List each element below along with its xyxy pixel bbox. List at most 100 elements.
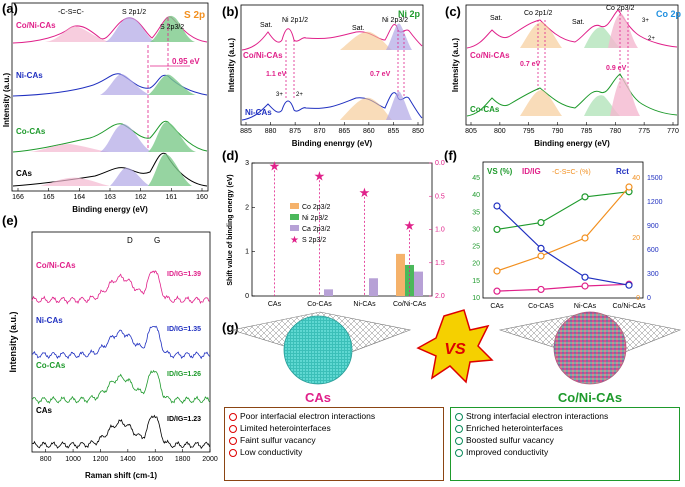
panel-c-xticks: 805 800 795 790 785 780 775 770 xyxy=(465,122,679,135)
f-category-label: Co-CAS xyxy=(528,303,554,310)
f-point xyxy=(625,281,633,289)
sample-b-nicas: Ni-CAs xyxy=(245,108,272,117)
f-y1tick-label: 30 xyxy=(472,226,480,233)
e-spectrum-line xyxy=(31,414,210,450)
e-spectrum-line xyxy=(31,325,210,360)
panel-d-plot: 0 1 2 3 0.0 0.5 1.0 1.5 2.0 CAs ★ Co-CAs ★ Ni-CAs ★ Co/… xyxy=(245,158,445,308)
peak-label-c-2plus: 2+ xyxy=(648,36,655,42)
trace-c-conicas xyxy=(466,9,678,49)
b-x-tick-label: 850 xyxy=(412,128,424,135)
panel-b-frame xyxy=(240,4,424,126)
d-star-marker: ★ xyxy=(269,158,281,173)
f-y1tick-label: 20 xyxy=(472,261,480,268)
legend-d-s: S 2p3/2 xyxy=(302,237,326,244)
conicas-point-text: Improved conductivity xyxy=(466,447,549,457)
fit-c-cocas-3 xyxy=(610,77,640,116)
panel-c: (c) Co 2p Intensity (a.u.) Binding energ… xyxy=(445,4,682,148)
cas-point: Limited heterointerfaces xyxy=(229,422,439,434)
d-ytick-label: 0 xyxy=(245,293,249,300)
legend-f-idig: ID/IG xyxy=(522,167,541,176)
a-x-tick-label: 166 xyxy=(12,194,24,201)
cas-point-text: Limited heterointerfaces xyxy=(240,423,331,433)
panel-c-ylabel: Intensity (a.u.) xyxy=(451,38,460,93)
panel-c-xlabel: Binding energy (eV) xyxy=(534,139,610,148)
panel-d-ylabel: Shift value of binding energy (eV) xyxy=(227,174,234,285)
d-y2tick-label: 2.0 xyxy=(435,293,445,300)
peak-label-b-sat2: Sat. xyxy=(352,25,365,32)
shift-label-c-right: 0.9 eV xyxy=(606,65,627,72)
c-x-tick-label: 785 xyxy=(581,128,593,135)
panel-e-ylabel: Intensity (a.u.) xyxy=(8,311,18,372)
d-ytick-label: 2 xyxy=(245,204,249,211)
f-point xyxy=(625,183,633,191)
e-spectrum-line xyxy=(31,270,210,305)
panel-e-xlabel: Raman shift (cm-1) xyxy=(85,471,157,480)
c-x-tick-label: 800 xyxy=(494,128,506,135)
c-x-tick-label: 770 xyxy=(667,128,679,135)
a-x-tick-label: 161 xyxy=(165,194,177,201)
trace-b-nicas xyxy=(241,92,423,121)
sad-face-icon xyxy=(229,412,237,421)
fit-a-cas-3 xyxy=(148,153,192,186)
b-x-tick-label: 875 xyxy=(289,128,301,135)
peak-label-c-sat1: Sat. xyxy=(490,15,503,22)
fit-a-cocas-3 xyxy=(148,121,196,152)
panel-b-xticks: 885 880 875 870 865 860 855 850 xyxy=(240,122,424,135)
panel-b-ylabel: Intensity (a.u.) xyxy=(227,38,236,93)
fit-a-nicas-2 xyxy=(148,74,196,95)
conicas-point: Strong interfacial electron interactions xyxy=(455,410,675,422)
smile-face-icon xyxy=(455,448,463,457)
fit-c-cocas-1 xyxy=(520,90,562,116)
sample-b-conicas: Co/Ni-CAs xyxy=(243,51,283,60)
f-point xyxy=(581,234,589,242)
cas-point: Poor interfacial electron interactions xyxy=(229,410,439,422)
conicas-point: Enriched heterointerfaces xyxy=(455,422,675,434)
legend-d-star-icon: ★ xyxy=(290,235,299,246)
c-x-tick-label: 805 xyxy=(465,128,477,135)
f-point xyxy=(537,285,545,294)
peak-label-b-ni2p32: Ni 2p3/2 xyxy=(382,17,408,24)
particle-cas xyxy=(283,315,353,385)
sad-face-icon xyxy=(229,448,237,457)
panel-d: (d) Shift value of binding energy (eV) 0… xyxy=(222,148,445,308)
peak-label-b-2plus: 2+ xyxy=(296,92,303,98)
peak-label-c-co2p32: Co 2p3/2 xyxy=(606,5,635,12)
f-y1tick-label: 35 xyxy=(472,209,480,216)
peak-label-e-d: D xyxy=(127,236,133,245)
f-point xyxy=(537,218,545,227)
panel-b: (b) Ni 2p Intensity (a.u.) Binding enenr… xyxy=(222,4,424,148)
conicas-point-text: Boosted sulfur vacancy xyxy=(466,435,554,445)
panel-a-xlabel: Binding energy (eV) xyxy=(72,205,148,214)
panel-b-label: (b) xyxy=(222,4,239,19)
peak-label-c-sat2: Sat. xyxy=(572,19,585,26)
panel-a: (a) S 2p Intensity (a.u.) Binding energy… xyxy=(2,1,209,214)
panel-e-label: (e) xyxy=(2,213,18,228)
f-point xyxy=(581,282,589,290)
peak-label-c-3plus: 3+ xyxy=(642,18,649,24)
vs-burst xyxy=(416,309,494,384)
d-star-marker: ★ xyxy=(359,185,371,200)
d-y2tick-label: 1.0 xyxy=(435,227,445,234)
panel-f-frame xyxy=(482,161,644,299)
a-x-tick-label: 163 xyxy=(104,194,116,201)
f-y1tick-label: 15 xyxy=(472,278,480,285)
d-ytick-label: 3 xyxy=(245,160,249,167)
panel-b-xlabel: Binding enenrgy (eV) xyxy=(292,139,373,148)
peak-label-c-co2p12: Co 2p1/2 xyxy=(524,10,553,17)
e-ratio-label: ID/IG=1.35 xyxy=(167,326,201,333)
f-category-label: Co/Ni-CAs xyxy=(612,303,646,310)
panel-a-xticks: 166 165 164 163 162 161 160 xyxy=(12,188,208,201)
f-y1tick-label: 40 xyxy=(472,192,480,199)
fit-c-conicas-3 xyxy=(608,13,638,48)
cas-point: Low conductivity xyxy=(229,446,439,458)
c-x-tick-label: 795 xyxy=(523,128,535,135)
b-x-tick-label: 870 xyxy=(314,128,326,135)
fit-a-nicas-1 xyxy=(100,74,150,95)
f-y3tick-label: 600 xyxy=(647,247,659,254)
fit-b-nicas-peak xyxy=(386,91,412,120)
a-x-tick-label: 164 xyxy=(73,194,85,201)
sad-face-icon xyxy=(229,424,237,433)
e-sample-label: CAs xyxy=(36,406,53,415)
vs-emblem: VS xyxy=(416,309,494,384)
smile-face-icon xyxy=(455,436,463,445)
